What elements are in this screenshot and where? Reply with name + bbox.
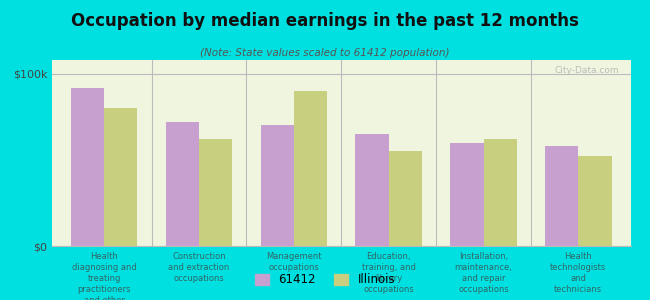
Bar: [484, 139, 517, 246]
Bar: [389, 151, 422, 246]
Bar: [166, 122, 199, 246]
Bar: [294, 91, 327, 246]
Bar: [578, 156, 612, 246]
Bar: [545, 146, 578, 246]
Bar: [356, 134, 389, 246]
Text: (Note: State values scaled to 61412 population): (Note: State values scaled to 61412 popu…: [200, 48, 450, 58]
Bar: [261, 125, 294, 246]
Bar: [104, 108, 137, 246]
Bar: [199, 139, 232, 246]
Legend: 61412, Illinois: 61412, Illinois: [250, 269, 400, 291]
Bar: [450, 143, 484, 246]
Bar: [71, 88, 104, 246]
Text: Occupation by median earnings in the past 12 months: Occupation by median earnings in the pas…: [71, 12, 579, 30]
Text: City-Data.com: City-Data.com: [554, 66, 619, 75]
